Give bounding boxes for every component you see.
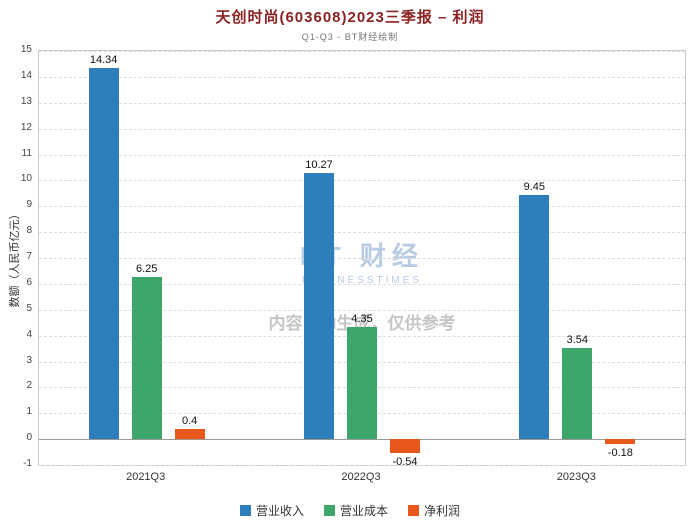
legend-swatch [323, 505, 335, 516]
x-tick-label: 2021Q3 [126, 471, 166, 483]
gridline [39, 154, 685, 156]
bar [390, 439, 420, 454]
plot-area: BT 财经 BUSINESSTIMES 内容由AI生成，仅供参考 14.34 6.… [38, 50, 686, 469]
y-tick-label: 10 [20, 173, 32, 185]
bar-value-label: -0.54 [392, 456, 418, 469]
gridline [39, 180, 685, 182]
bar-value-label: 3.54 [566, 333, 589, 346]
x-tick-label: 2022Q3 [341, 471, 381, 483]
y-tick-label: 5 [26, 302, 32, 314]
legend-label: 营业成本 [339, 504, 388, 518]
bar-value-label: 10.27 [305, 159, 333, 172]
bar [519, 194, 550, 440]
zero-line [39, 439, 685, 441]
y-tick-label: 3 [26, 354, 32, 366]
chart-subtitle: Q1-Q3 - BT财经绘制 [301, 32, 399, 42]
bar [347, 326, 377, 440]
bar-value-label: 0.4 [182, 414, 198, 427]
bar-value-label: 14.34 [89, 54, 118, 67]
legend-swatch [408, 505, 419, 516]
bar [605, 439, 636, 444]
legend-item: 营业收入 [239, 502, 304, 519]
bar [174, 428, 205, 440]
y-tick-label: 13 [20, 95, 32, 107]
gridline [39, 232, 685, 234]
y-tick-label: 9 [26, 199, 32, 211]
gridline [39, 102, 685, 104]
y-tick-label: 14 [20, 69, 32, 81]
y-tick-label: 11 [21, 147, 32, 159]
legend-label: 净利润 [424, 504, 461, 518]
legend-label: 营业收入 [255, 504, 304, 518]
bar [562, 347, 593, 440]
bar-value-label: -0.18 [607, 446, 633, 459]
y-tick-label: 7 [26, 251, 32, 262]
gridline [39, 206, 685, 208]
y-tick-label: 8 [26, 225, 32, 237]
y-tick-label: -1 [23, 458, 32, 469]
y-tick-label: 15 [20, 44, 32, 55]
legend-item: 净利润 [408, 502, 460, 519]
bar [304, 173, 334, 440]
y-tick-label: 6 [26, 276, 32, 288]
y-tick-label: 12 [20, 121, 32, 133]
x-tick-label: 2023Q3 [556, 471, 596, 483]
y-tick-label: 1 [26, 406, 32, 418]
y-tick-label: 4 [26, 328, 32, 340]
gridline [39, 76, 685, 78]
gridline [39, 465, 685, 466]
bar-value-label: 4.35 [351, 312, 373, 325]
bar [131, 277, 162, 440]
y-tick-label: 0 [26, 432, 32, 444]
gridline [39, 51, 685, 52]
bar [88, 68, 119, 440]
legend-swatch [239, 505, 251, 516]
bar-value-label: 6.25 [135, 263, 158, 276]
gridline [39, 309, 685, 311]
y-tick-label: 2 [26, 380, 32, 392]
chart-title: 天创时尚(603608)2023三季报 – 利润 [215, 9, 485, 26]
gridline [39, 258, 685, 259]
legend-item: 营业成本 [323, 502, 388, 519]
legend: 营业收入 营业成本 净利润 [0, 502, 700, 519]
bar-value-label: 9.45 [523, 180, 546, 193]
gridline [39, 128, 685, 130]
gridline [39, 283, 685, 285]
bt-logo-subtext: BUSINESSTIMES [301, 275, 423, 286]
